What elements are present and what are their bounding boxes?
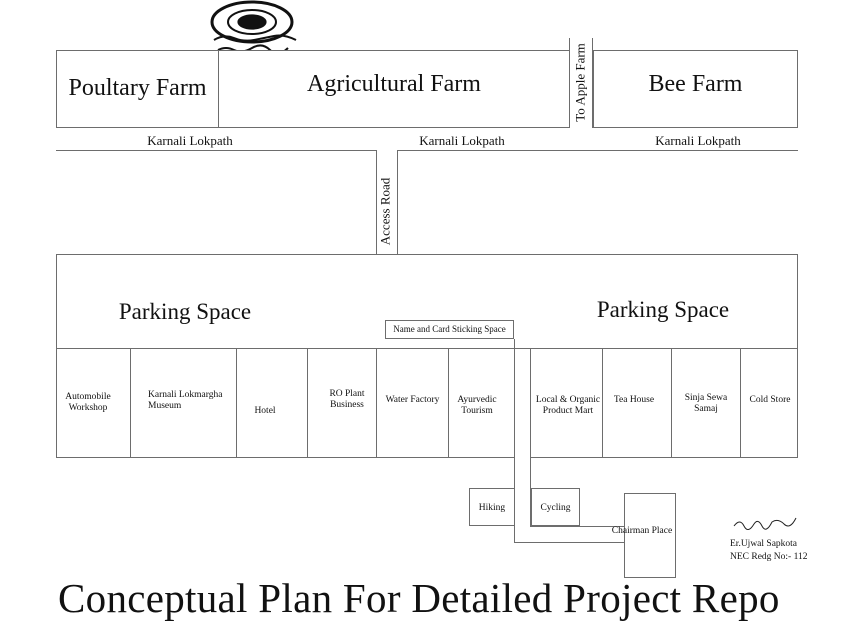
shop-karnali-museum — [130, 348, 237, 458]
access-road-label: Access Road — [377, 177, 393, 246]
shop-cold-store — [740, 348, 798, 458]
shop-hotel-label: Hotel — [254, 406, 276, 416]
parking-space-right-label: Parking Space — [596, 297, 730, 322]
name-card-sticking-space — [385, 320, 514, 339]
engineer-registration: NEC Redg No:- 112 — [730, 552, 808, 562]
shop-automobile-workshop-label: Automobile Workshop — [65, 392, 111, 413]
cycling-zone — [531, 488, 580, 526]
shop-automobile-workshop — [56, 348, 131, 458]
bee-farm-plot — [593, 50, 798, 128]
apple-farm-path-right — [592, 38, 593, 128]
apple-farm-path-left — [569, 38, 570, 128]
shop-sinja-sewa-samaj — [671, 348, 741, 458]
engineer-signature — [733, 517, 797, 530]
lokpath-edge-right — [397, 150, 798, 151]
shop-ayurvedic-tourism-label: Ayurvedic Tourism — [457, 395, 497, 416]
page-title: Conceptual Plan For Detailed Project Rep… — [58, 575, 780, 621]
access-road-left-edge — [376, 150, 377, 255]
shop-local-organic-mart-label: Local & Organic Product Mart — [535, 395, 601, 416]
to-apple-farm-label: To Apple Farm — [572, 43, 588, 122]
agricultural-farm-label: Agricultural Farm — [307, 71, 481, 97]
engineer-name: Er.Ujwal Sapkota — [730, 539, 798, 549]
shop-karnali-museum-label: Karnali Lokmargha Museum — [148, 390, 223, 411]
walkway-left-edge — [514, 339, 515, 542]
shop-local-organic-mart — [530, 348, 603, 458]
cycling-label: Cycling — [540, 503, 571, 513]
lokpath-label-right: Karnali Lokpath — [655, 133, 741, 148]
shop-tea-house — [602, 348, 672, 458]
walkway-top-edge — [530, 526, 625, 527]
bee-farm-label: Bee Farm — [648, 71, 743, 97]
walkway-right-edge — [530, 457, 531, 527]
lokpath-edge-left — [56, 150, 376, 151]
shop-tea-house-label: Tea House — [613, 395, 655, 405]
chairman-place-label: Chairman Place — [611, 526, 673, 536]
hiking-label: Hiking — [478, 503, 506, 513]
parking-space-left-label: Parking Space — [118, 299, 252, 324]
chairman-place — [624, 493, 676, 578]
shop-cold-store-label: Cold Store — [749, 395, 791, 405]
shop-water-factory — [376, 348, 449, 458]
hiking-zone — [469, 488, 515, 526]
name-card-sticking-label: Name and Card Sticking Space — [393, 324, 506, 334]
agricultural-farm-plot — [218, 50, 570, 128]
shop-hotel — [236, 348, 308, 458]
shop-ro-plant — [307, 348, 377, 458]
lokpath-label-middle: Karnali Lokpath — [419, 133, 505, 148]
lokpath-label-left: Karnali Lokpath — [147, 133, 233, 148]
shop-ro-plant-label: RO Plant Business — [329, 389, 365, 410]
shop-sinja-sewa-samaj-label: Sinja Sewa Samaj — [684, 393, 728, 414]
poultry-farm-label: Poultary Farm — [68, 75, 207, 101]
shop-water-factory-label: Water Factory — [385, 395, 440, 405]
walkway-bottom-edge — [514, 542, 625, 543]
poultry-farm-plot — [56, 50, 219, 128]
access-road-right-edge — [397, 150, 398, 255]
